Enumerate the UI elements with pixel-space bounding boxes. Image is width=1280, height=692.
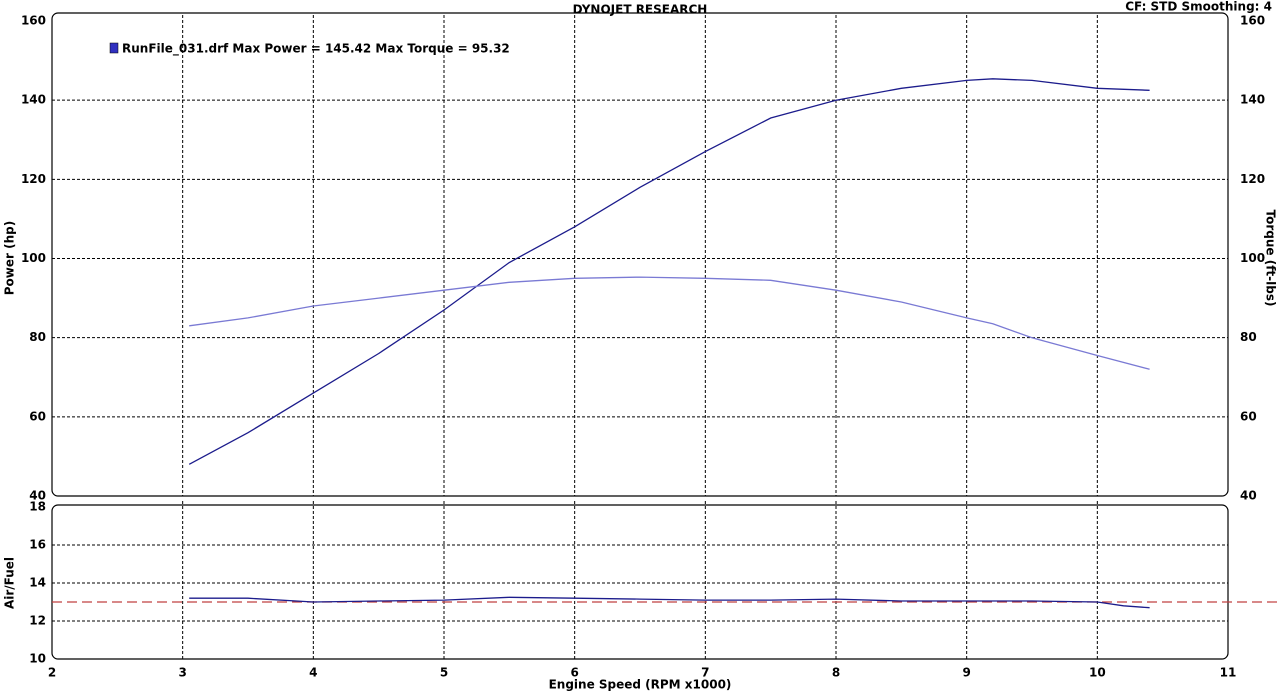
x-tick-label: 11: [1220, 666, 1237, 680]
x-tick-label: 4: [309, 666, 317, 680]
y2-axis-label: Torque (ft-lbs): [1264, 210, 1278, 307]
y2-tick-label: 60: [1240, 409, 1257, 423]
x-tick-label: 9: [962, 666, 970, 680]
y-tick-label: 100: [21, 251, 46, 265]
y2-tick-label: 160: [1240, 14, 1265, 28]
y2-tick-label: 80: [1240, 330, 1257, 344]
y-tick-label: 14: [29, 576, 46, 590]
x-tick-label: 2: [48, 666, 56, 680]
legend-text: RunFile_031.drf Max Power = 145.42 Max T…: [122, 42, 510, 57]
y2-tick-label: 100: [1240, 251, 1265, 265]
x-tick-label: 8: [832, 666, 840, 680]
y2-tick-label: 140: [1240, 93, 1265, 107]
y-tick-label: 60: [29, 409, 46, 423]
top-panel-frame: [51, 12, 1229, 497]
y-tick-label: 12: [29, 614, 46, 628]
x-tick-label: 6: [570, 666, 578, 680]
x-tick-label: 5: [440, 666, 448, 680]
y-tick-label: 80: [29, 330, 46, 344]
x-tick-label: 7: [701, 666, 709, 680]
y-tick-label: 140: [21, 93, 46, 107]
y-tick-label: 10: [29, 652, 46, 666]
y-tick-label: 16: [29, 538, 46, 552]
data-line: [188, 78, 1150, 465]
y2-tick-label: 40: [1240, 489, 1257, 503]
data-line: [189, 276, 1150, 370]
x-tick-label: 3: [178, 666, 186, 680]
bottom-panel-frame: [51, 504, 1229, 660]
y-axis-label: Power (hp): [3, 221, 17, 295]
y-tick-label: 40: [29, 489, 46, 503]
data-line: [189, 596, 1150, 609]
legend-swatch: [109, 42, 119, 54]
y2-tick-label: 120: [1240, 172, 1265, 186]
afr-axis-label: Air/Fuel: [3, 557, 17, 609]
y-tick-label: 120: [21, 172, 46, 186]
chart-title: DYNOJET RESEARCH: [573, 3, 708, 17]
x-tick-label: 10: [1089, 666, 1106, 680]
y-tick-label: 18: [29, 500, 46, 514]
settings-note: CF: STD Smoothing: 4: [1125, 0, 1272, 14]
y-tick-label: 160: [21, 14, 46, 28]
x-axis-label: Engine Speed (RPM x1000): [549, 678, 732, 692]
